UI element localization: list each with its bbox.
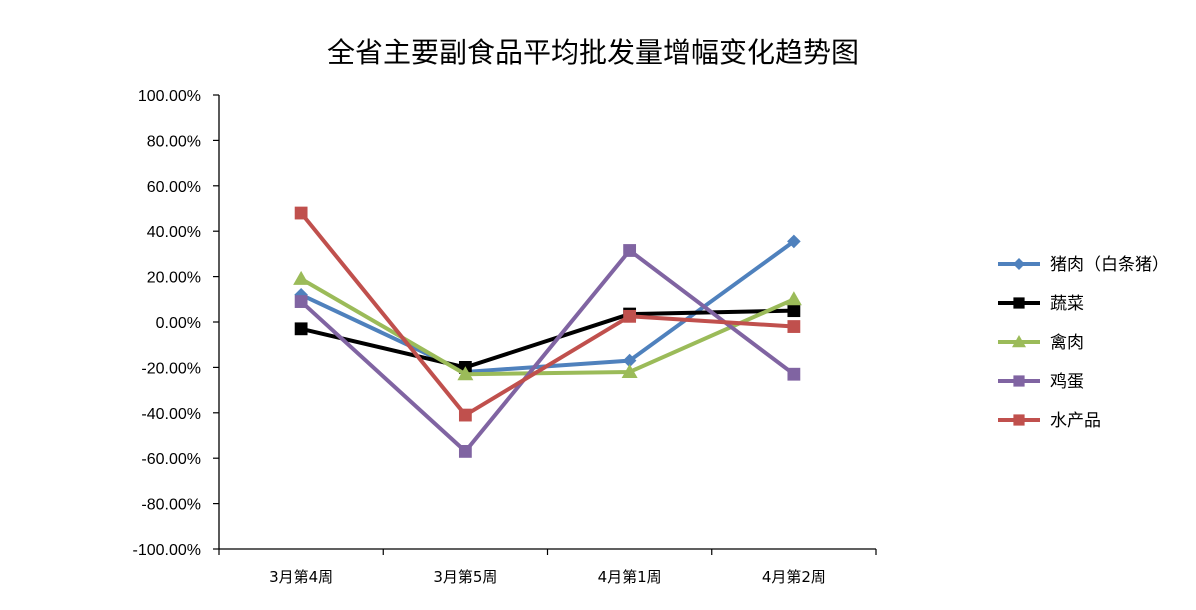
x-tick-label: 3月第4周 <box>269 568 333 586</box>
data-point <box>294 295 308 308</box>
y-tick-label: -80.00% <box>141 497 201 514</box>
y-tick-label: -60.00% <box>141 451 201 468</box>
data-point <box>787 367 801 381</box>
data-point <box>622 353 637 368</box>
axes: 100.00% 80.00% 60.00% 40.00% 20.00% 0.00% -20.… <box>133 88 877 586</box>
data-point <box>458 444 472 458</box>
y-tick-label: -40.00% <box>141 406 201 423</box>
series-layer <box>293 206 802 458</box>
series-line <box>299 248 796 454</box>
legend-label: 水产品 <box>1050 411 1101 431</box>
series-line <box>299 276 796 377</box>
legend-item: 禽肉 <box>998 333 1084 353</box>
y-tick-label: 20.00% <box>147 270 201 287</box>
series-3 <box>294 244 801 458</box>
legend-label: 鸡蛋 <box>1050 372 1084 392</box>
y-tick-label: 40.00% <box>147 224 201 241</box>
chart-title: 全省主要副食品平均批发量增幅变化趋势图 <box>327 36 859 69</box>
series-0 <box>294 234 801 379</box>
data-point <box>293 270 310 285</box>
data-point <box>787 234 801 249</box>
legend-label: 禽肉 <box>1050 333 1084 353</box>
y-tick-label: 80.00% <box>147 133 201 150</box>
x-tick-label: 4月第2周 <box>762 568 826 586</box>
series-line <box>299 211 796 418</box>
data-point <box>621 363 638 378</box>
legend-item: 水产品 <box>998 411 1101 431</box>
data-point <box>457 366 474 381</box>
legend-marker <box>1013 375 1025 387</box>
legend-marker <box>1012 335 1026 348</box>
data-point <box>294 206 308 220</box>
data-point <box>787 304 801 318</box>
y-tick-label: 0.00% <box>156 315 201 332</box>
legend-item: 鸡蛋 <box>998 372 1084 392</box>
x-tick-label: 3月第5周 <box>433 568 497 586</box>
y-tick-label: 100.00% <box>138 88 201 105</box>
y-tick-label: 60.00% <box>147 179 201 196</box>
legend-item: 蔬菜 <box>998 294 1084 314</box>
y-tick-label: -20.00% <box>141 360 201 377</box>
data-point <box>623 309 637 323</box>
legend-marker <box>1013 414 1025 426</box>
legend-marker <box>1013 258 1025 270</box>
data-point <box>785 291 802 306</box>
legend-label: 蔬菜 <box>1050 294 1084 314</box>
data-point <box>623 244 637 257</box>
data-point <box>294 322 308 336</box>
series-4 <box>294 206 801 422</box>
y-tick-label: -100.00% <box>133 542 202 559</box>
legend-marker <box>1013 297 1025 309</box>
x-tick-label: 4月第1周 <box>598 568 662 586</box>
data-point <box>787 320 801 333</box>
data-point <box>458 408 472 422</box>
legend-label: 猪肉（白条猪） <box>1050 255 1169 275</box>
series-2 <box>293 270 802 381</box>
legend-item: 猪肉（白条猪） <box>998 255 1169 275</box>
